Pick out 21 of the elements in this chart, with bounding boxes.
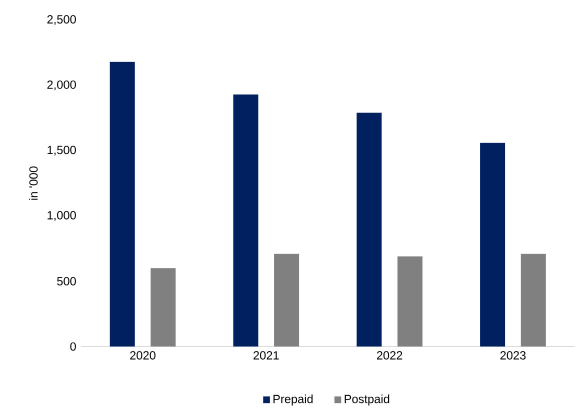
- bar: [110, 62, 135, 347]
- bar: [233, 94, 258, 347]
- y-tick-label: 0: [70, 342, 76, 351]
- y-tick-label: 1,000: [48, 211, 76, 222]
- y-tick-label: 1,500: [48, 146, 76, 156]
- bar: [274, 254, 300, 347]
- x-tick-label: 2023: [500, 351, 526, 360]
- x-tick-label: 2022: [376, 351, 402, 360]
- y-tick-label: 2,500: [47, 15, 76, 26]
- bar: [480, 143, 506, 347]
- y-tick-label: 2,000: [47, 80, 76, 90]
- bar: [397, 256, 422, 347]
- legend-label: Prepaid: [274, 394, 313, 406]
- legend-label: Postpaid: [344, 394, 390, 406]
- y-tick-label: 500: [57, 277, 76, 286]
- x-tick-label: 2020: [130, 351, 156, 360]
- bar: [356, 112, 382, 347]
- bar: [150, 268, 176, 347]
- bar: [520, 254, 546, 347]
- x-tick-label: 2021: [254, 351, 279, 360]
- y-axis-title: in '000: [29, 166, 38, 200]
